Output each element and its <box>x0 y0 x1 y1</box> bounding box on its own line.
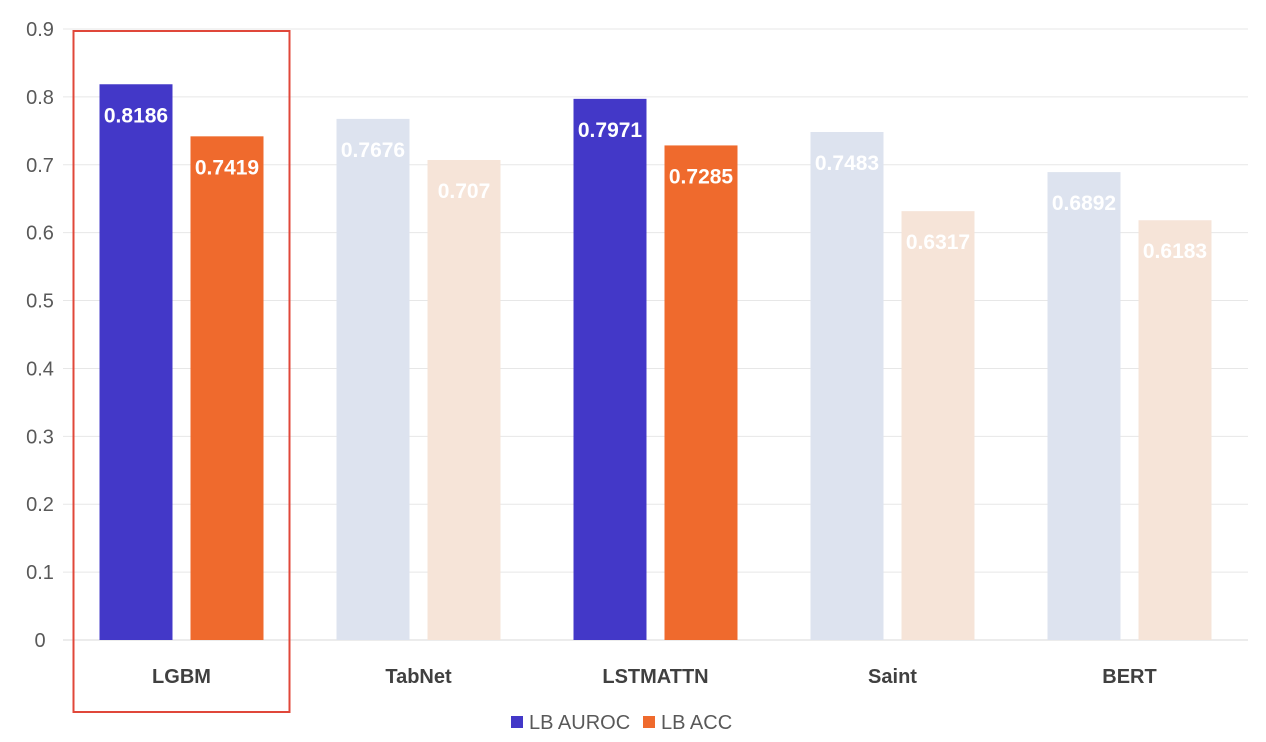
bar <box>99 84 173 641</box>
category-label: LGBM <box>152 666 211 688</box>
category-label: TabNet <box>385 666 452 688</box>
y-axis-ticks: 0 0.1 0.2 0.3 0.4 0.5 0.6 0.7 0.8 0.9 <box>26 19 54 652</box>
y-tick-label: 0.1 <box>26 562 54 584</box>
legend-label: LB AUROC <box>529 712 630 734</box>
data-label: 0.707 <box>438 180 491 203</box>
data-labels: 0.8186 0.7419 0.7676 0.707 0.7971 0.7285 0.748… <box>104 104 1207 263</box>
highlight-box-layer <box>72 30 291 713</box>
legend-label: LB ACC <box>661 712 732 734</box>
data-label: 0.8186 <box>104 104 168 127</box>
data-label: 0.6317 <box>906 231 970 254</box>
category-label: LSTMATTN <box>602 666 708 688</box>
bar <box>427 160 501 640</box>
bar <box>336 118 410 640</box>
data-label: 0.7483 <box>815 152 879 175</box>
data-label: 0.6892 <box>1052 192 1116 215</box>
y-tick-label: 0.4 <box>26 358 54 380</box>
bar <box>1138 220 1212 641</box>
bar <box>810 131 884 641</box>
bar <box>901 211 975 641</box>
bar <box>1047 172 1121 640</box>
bar <box>664 145 738 640</box>
legend-swatch <box>511 716 523 728</box>
x-axis-categories: LGBM TabNet LSTMATTN Saint BERT <box>152 666 1157 688</box>
legend: LB AUROC LB ACC <box>511 712 732 734</box>
y-tick-label: 0.6 <box>26 223 54 245</box>
highlight-box <box>72 30 291 713</box>
bar <box>190 136 264 640</box>
bar <box>573 98 647 640</box>
data-label: 0.7676 <box>341 139 405 162</box>
y-tick-label: 0.8 <box>26 87 54 109</box>
data-label: 0.6183 <box>1143 240 1207 263</box>
y-tick-label: 0.5 <box>26 291 54 313</box>
y-tick-label: 0.7 <box>26 155 54 177</box>
data-label: 0.7285 <box>669 165 734 188</box>
y-tick-label: 0 <box>34 630 45 652</box>
y-tick-label: 0.9 <box>26 19 54 41</box>
data-label: 0.7971 <box>578 119 643 142</box>
legend-swatch <box>643 716 655 728</box>
y-tick-label: 0.2 <box>26 494 54 516</box>
data-label: 0.7419 <box>195 156 259 179</box>
category-label: Saint <box>868 666 917 688</box>
y-tick-label: 0.3 <box>26 426 54 448</box>
category-label: BERT <box>1102 666 1156 688</box>
bars <box>99 84 1212 641</box>
